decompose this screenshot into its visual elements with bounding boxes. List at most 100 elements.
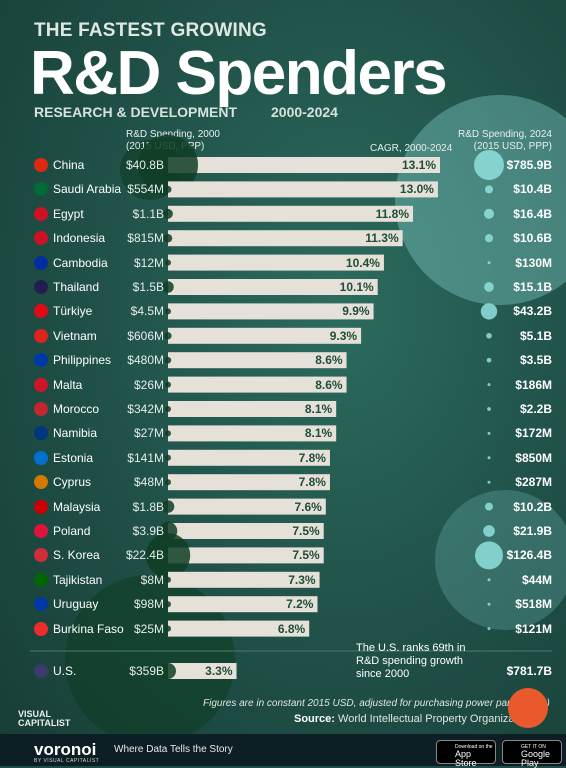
spending-2024-label: $126.4B — [506, 548, 552, 563]
cagr-bar — [168, 547, 324, 564]
cagr-label: 7.8% — [298, 475, 326, 490]
cagr-bar — [168, 596, 318, 613]
cagr-label: 6.8% — [277, 621, 306, 636]
country-label: Thailand — [53, 280, 100, 294]
flag-icon — [34, 499, 48, 514]
spending-2000-dot — [145, 533, 191, 578]
cagr-bar — [168, 474, 330, 491]
spending-2024-bubble — [487, 578, 491, 582]
spending-2024-bubble — [487, 602, 491, 606]
spending-2024-label: $15.1B — [513, 280, 552, 294]
spending-2000-dot — [165, 406, 171, 412]
spending-2024-bubble — [487, 407, 491, 411]
spending-2000-dot — [160, 663, 176, 679]
spending-2024-bubble — [487, 456, 491, 460]
spending-2000-dot — [163, 233, 173, 243]
cagr-label: 9.9% — [342, 304, 370, 319]
country-label: Egypt — [53, 206, 84, 221]
spending-2000-label: $25M — [133, 621, 164, 636]
spending-2000-dot — [165, 381, 171, 388]
cagr-label: 8.6% — [315, 377, 343, 392]
subtitle: RESEARCH & DEVELOPMENT — [34, 104, 238, 120]
cagr-bar — [168, 620, 310, 637]
spending-2000-label: $342M — [127, 402, 164, 416]
cagr-label: 10.1% — [339, 280, 374, 294]
cagr-label: 7.5% — [292, 548, 320, 563]
flag-icon — [34, 182, 48, 197]
flag-icon — [34, 450, 48, 465]
spending-2024-bubble — [486, 332, 492, 339]
spending-2024-bubble — [484, 234, 494, 243]
spending-2000-label: $4.5M — [130, 304, 164, 319]
country-label: Malta — [53, 377, 83, 392]
spending-2024-label: $121M — [515, 621, 552, 636]
cagr-bar — [168, 449, 330, 466]
cagr-bar — [168, 205, 414, 222]
google-play-button[interactable]: GET IT ON Google Play — [502, 740, 562, 768]
flag-icon — [34, 231, 48, 246]
cagr-bar — [168, 663, 237, 679]
spending-2000-label: $48M — [133, 475, 164, 490]
voronoi-logo[interactable]: voronoi — [34, 740, 97, 759]
column-header-2024: R&D Spending, 2024 (2015 USD, PPP) — [448, 129, 552, 153]
cagr-bar — [168, 303, 374, 320]
spending-2000-label: $12M — [133, 255, 164, 270]
flag-icon — [34, 377, 48, 392]
spending-2024-label: $518M — [515, 597, 552, 612]
flag-icon — [34, 597, 48, 612]
app-store-button[interactable]: Download on the App Store — [436, 740, 496, 768]
spending-2024-bubble — [475, 541, 503, 570]
country-label: Cyprus — [53, 475, 92, 490]
spending-2000-label: $40.8B — [125, 158, 164, 172]
kicker-title: THE FASTEST GROWING — [34, 20, 267, 41]
spending-2000-label: $22.4B — [125, 548, 164, 563]
cagr-label: 11.3% — [365, 231, 399, 246]
country-label: Vietnam — [53, 328, 97, 343]
cagr-label: 8.6% — [315, 353, 343, 368]
cagr-bar — [168, 571, 320, 588]
country-label: Namibia — [53, 426, 98, 441]
cagr-bar — [168, 327, 362, 344]
cagr-bar — [168, 279, 378, 295]
flag-icon — [34, 621, 48, 636]
spending-2000-dot — [165, 576, 171, 583]
cagr-label: 7.3% — [288, 572, 316, 587]
spending-2024-label: $3.5B — [519, 353, 552, 368]
spending-2000-dot — [164, 185, 172, 193]
spending-2000-label: $554M — [127, 182, 164, 197]
app-store-label: App Store — [455, 749, 477, 768]
country-label: Burkina Faso — [53, 621, 124, 636]
flag-icon — [34, 572, 48, 587]
flag-icon — [34, 524, 48, 538]
spending-2024-label: $44M — [521, 572, 552, 587]
reddit-icon[interactable] — [508, 688, 548, 728]
cagr-bar — [168, 523, 324, 539]
spending-2024-label: $287M — [515, 475, 552, 490]
cagr-bar — [168, 376, 347, 393]
flag-icon — [34, 475, 48, 490]
spending-2024-label: $2.2B — [519, 402, 552, 416]
spending-2000-dot — [165, 625, 171, 632]
country-label: Türkiye — [53, 304, 93, 319]
spending-2000-dot — [165, 479, 171, 486]
country-label: Saudi Arabia — [53, 182, 122, 197]
cagr-label: 7.8% — [298, 450, 326, 465]
cagr-label: 7.5% — [292, 524, 320, 538]
spending-2024-bubble — [487, 627, 491, 631]
app-store-small: Download on the — [455, 744, 493, 750]
visual-capitalist-logo: VISUAL CAPITALIST — [18, 709, 71, 728]
flag-icon — [34, 328, 48, 343]
country-label: Uruguay — [53, 597, 99, 612]
country-label: Estonia — [53, 450, 94, 465]
tagline: Where Data Tells the Story — [114, 744, 233, 755]
cagr-bar — [168, 181, 438, 198]
spending-2024-label: $10.4B — [513, 182, 552, 197]
cagr-bar — [168, 425, 337, 442]
spending-2000-dot — [163, 208, 173, 219]
spending-2000-dot — [165, 259, 171, 266]
spending-2000-dot — [161, 500, 175, 513]
spending-2024-label: $16.4B — [513, 206, 552, 221]
spending-2024-bubble — [487, 480, 491, 484]
flag-icon — [34, 402, 48, 416]
cagr-label: 9.3% — [329, 328, 358, 343]
